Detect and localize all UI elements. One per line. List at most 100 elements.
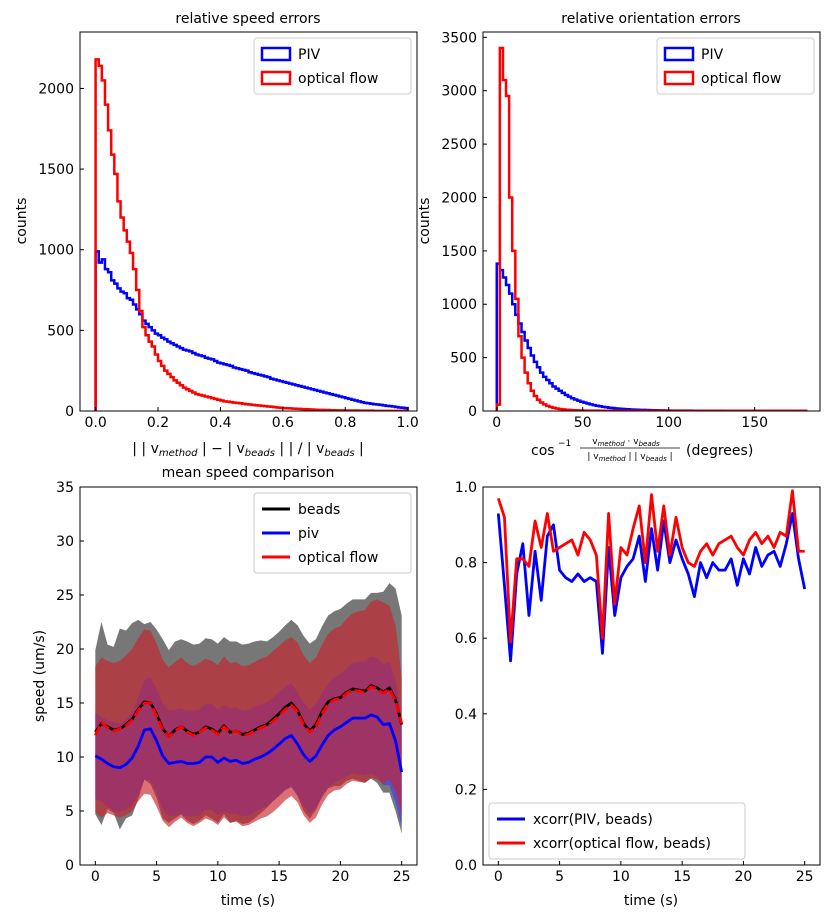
xlabel-subscript: method [159, 448, 198, 459]
x-tick-label: 0 [494, 869, 503, 885]
xlabel-part: | | / | v [275, 441, 324, 457]
legend-swatch [260, 46, 292, 62]
x-tick-label: 5 [555, 869, 564, 885]
x-tick-label: 50 [574, 415, 592, 431]
xlabel-part: | − | v [198, 441, 245, 457]
y-tick-label: 1000 [441, 297, 477, 313]
xcorr-optical-flow-line [496, 489, 805, 644]
speed-errors-title: relative speed errors [175, 11, 320, 27]
x-tick-label: 20 [734, 869, 752, 885]
x-tick-label: 0.6 [272, 415, 294, 431]
xcorr-chart: 0 5 10 15 20 25 0.0 0.2 0.4 0.6 0.8 1.0 xcorr(PIV, b… [455, 480, 821, 885]
x-tick-label: 25 [796, 869, 814, 885]
speed-errors-ylabel: counts [14, 198, 30, 245]
xlabel-cos: cos [531, 443, 555, 459]
xlabel-part: v [592, 437, 598, 447]
x-tick-label: 25 [393, 869, 411, 885]
orientation-errors-xlabel: cos −1 vmethod · vbeads | vmethod | | vb… [531, 437, 753, 463]
legend-label: PIV [701, 47, 724, 63]
y-tick-label: 0.4 [455, 707, 477, 723]
y-tick-label: 1000 [38, 243, 74, 259]
xlabel-part: | | v [626, 452, 647, 462]
x-tick-label: 0 [492, 415, 501, 431]
x-tick-label: 15 [673, 869, 691, 885]
y-tick-label: 1500 [441, 244, 477, 260]
x-tick-label: 10 [612, 869, 630, 885]
mean-speed-ylabel: speed (um/s) [32, 630, 48, 722]
piv-histogram-step [94, 250, 409, 411]
xlabel-part: | | v [132, 441, 159, 457]
optical-flow-mean-line [94, 685, 404, 738]
legend-label: piv [298, 526, 319, 542]
plot-frame [79, 31, 418, 412]
orientation-errors-title: relative orientation errors [561, 11, 740, 27]
y-tick-label: 0.8 [455, 556, 477, 572]
y-tick-label: 2000 [441, 190, 477, 206]
x-tick-label: 1.0 [397, 415, 419, 431]
legend-label: optical flow [701, 71, 781, 87]
xlabel-part: | [355, 441, 364, 457]
x-tick-label: 0.0 [84, 415, 106, 431]
optical-flow-histogram-step [495, 46, 808, 411]
y-tick-label: 25 [56, 588, 74, 604]
series-layer [495, 46, 808, 411]
orientation-errors-histogram: 0 50 100 1500500100015002000250030003500PIV… [441, 30, 821, 431]
legend-swatch [663, 70, 695, 86]
xlabel-subscript: method [599, 455, 627, 463]
mean-speed-xlabel: time (s) [221, 893, 275, 909]
xlabel-subscript: beads [639, 440, 660, 448]
legend-label: optical flow [298, 71, 378, 87]
series-layer [94, 58, 409, 411]
legend-box [253, 37, 412, 95]
legend-swatch [260, 70, 292, 86]
mean-speed-comparison-chart: 0 5 10 15 20 25 0 5 10 15 20 25 30 35 beads piv optical … [56, 480, 418, 885]
speed-errors-xlabel: | | vmethod | − | vbeads | | / | vbeads … [132, 441, 363, 459]
speed-errors-histogram: 0.0 0.2 0.4 0.6 0.8 1.0 0 500 1000 1500 2000 PIV opt… [38, 31, 419, 431]
orientation-errors-ylabel: counts [417, 198, 433, 245]
y-tick-label: 2000 [38, 81, 74, 97]
y-tick-label: 1.0 [455, 480, 477, 496]
y-tick-label: 3500 [441, 30, 477, 46]
legend-box [656, 37, 815, 95]
legend-swatch [663, 46, 695, 62]
optical-flow-histogram-step [94, 58, 409, 411]
xcorr-xlabel: time (s) [624, 893, 678, 909]
plot-frame [79, 486, 418, 866]
mean-speed-title: mean speed comparison [162, 465, 335, 481]
optical-flow-range-band [95, 599, 402, 828]
x-tick-label: 150 [741, 415, 768, 431]
xlabel-numerator: vmethod · vbeads [592, 437, 660, 448]
x-tick-label: 0.4 [209, 415, 231, 431]
xlabel-subscript: beads [324, 448, 354, 459]
y-tick-label: 0.0 [455, 858, 477, 874]
y-tick-label: 500 [450, 351, 477, 367]
x-tick-label: 0.2 [147, 415, 169, 431]
xlabel-superscript: −1 [558, 439, 571, 449]
piv-histogram-step [495, 262, 808, 411]
y-tick-label: 30 [56, 534, 74, 550]
y-tick-label: 0.6 [455, 631, 477, 647]
xlabel-part: | v [587, 452, 599, 462]
xlabel-subscript: beads [646, 455, 667, 463]
legend-label: beads [298, 502, 340, 518]
xlabel-part: · v [625, 437, 640, 447]
y-tick-label: 0 [468, 404, 477, 420]
plot-frame [482, 31, 821, 412]
x-tick-label: 5 [152, 869, 161, 885]
xlabel-subscript: beads [245, 448, 275, 459]
series-layer [94, 583, 404, 834]
y-tick-label: 1500 [38, 162, 74, 178]
plot-frame [482, 486, 821, 866]
legend-box [488, 802, 746, 860]
legend-label: PIV [298, 47, 321, 63]
y-tick-label: 5 [65, 804, 74, 820]
x-tick-label: 100 [655, 415, 682, 431]
y-tick-label: 2500 [441, 137, 477, 153]
piv-mean-line [94, 713, 404, 773]
y-tick-label: 0 [65, 858, 74, 874]
y-tick-label: 0.2 [455, 782, 477, 798]
legend-label: xcorr(optical flow, beads) [533, 836, 711, 852]
legend-label: xcorr(PIV, beads) [533, 812, 653, 828]
x-tick-label: 20 [331, 869, 349, 885]
